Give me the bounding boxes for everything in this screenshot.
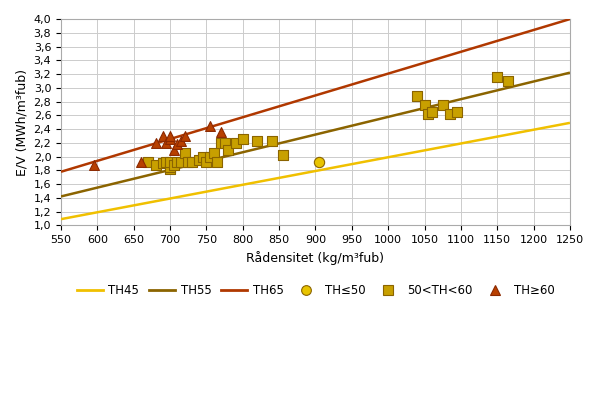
Point xyxy=(158,160,168,167)
Point xyxy=(158,133,168,139)
Point xyxy=(162,140,171,146)
Point xyxy=(176,159,186,165)
Point xyxy=(165,136,175,143)
Point xyxy=(216,129,226,136)
Point xyxy=(165,164,175,170)
Point xyxy=(220,140,229,146)
Point xyxy=(165,159,175,165)
Point xyxy=(205,153,215,160)
X-axis label: Rådensitet (kg/m³fub): Rådensitet (kg/m³fub) xyxy=(246,251,385,265)
Point xyxy=(169,162,179,168)
Point xyxy=(223,147,233,153)
Point xyxy=(173,141,182,147)
Point xyxy=(198,153,208,160)
Point xyxy=(194,157,204,163)
Point xyxy=(209,150,219,156)
Point xyxy=(89,162,98,168)
Point xyxy=(452,109,462,115)
Point xyxy=(151,140,161,146)
Point xyxy=(267,138,277,145)
Point xyxy=(205,122,215,129)
Point xyxy=(492,74,502,81)
Point xyxy=(445,111,455,117)
Point xyxy=(151,162,161,168)
Point xyxy=(187,159,196,165)
Point xyxy=(144,159,153,165)
Point xyxy=(438,102,447,108)
Point xyxy=(231,140,240,146)
Point xyxy=(423,111,433,117)
Point xyxy=(420,102,429,108)
Point xyxy=(136,159,146,165)
Point xyxy=(165,133,175,139)
Point xyxy=(202,159,211,165)
Y-axis label: E/V (MWh/m³fub): E/V (MWh/m³fub) xyxy=(15,69,28,176)
Point xyxy=(213,159,222,165)
Point xyxy=(183,159,193,165)
Legend: TH45, TH55, TH65, TH≤50, 50<TH<60, TH≥60: TH45, TH55, TH65, TH≤50, 50<TH<60, TH≥60 xyxy=(72,280,559,302)
Point xyxy=(253,138,262,145)
Point xyxy=(162,159,171,165)
Point xyxy=(503,78,513,84)
Point xyxy=(278,152,288,158)
Point xyxy=(427,109,437,115)
Point xyxy=(180,133,189,139)
Point xyxy=(413,93,422,99)
Point xyxy=(169,147,179,153)
Point xyxy=(238,136,247,143)
Point xyxy=(180,150,189,156)
Point xyxy=(216,140,226,146)
Point xyxy=(314,159,324,165)
Point xyxy=(173,159,182,165)
Point xyxy=(165,166,175,172)
Point xyxy=(176,138,186,145)
